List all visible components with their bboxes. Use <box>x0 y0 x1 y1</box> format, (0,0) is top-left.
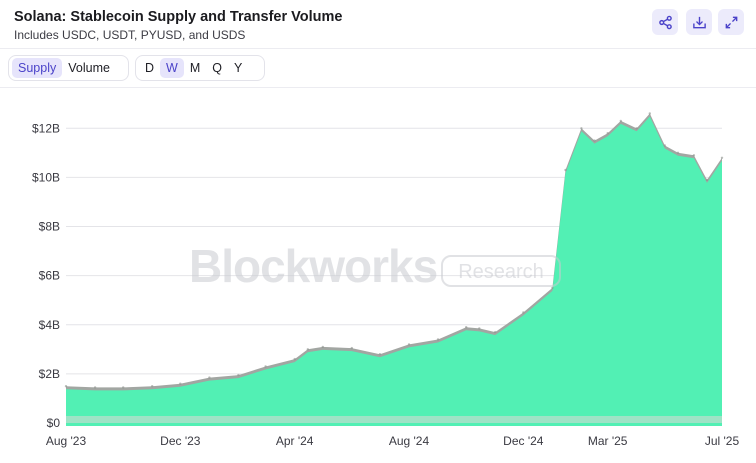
data-point <box>551 286 554 290</box>
data-point <box>593 139 596 142</box>
supply-tab[interactable]: Supply <box>12 58 63 78</box>
metric-toggle: Supply Volume <box>8 55 129 81</box>
y-tick-label: $8B <box>39 220 60 234</box>
download-button[interactable] <box>686 9 712 35</box>
data-point <box>122 386 125 389</box>
data-point <box>465 326 468 329</box>
data-point <box>676 151 680 154</box>
x-tick-label: Mar '25 <box>588 434 628 448</box>
data-point <box>407 343 411 346</box>
x-tick-label: Aug '24 <box>389 434 430 448</box>
data-point <box>179 382 182 385</box>
data-point <box>264 365 267 368</box>
period-tab-q[interactable]: Q <box>212 61 222 75</box>
chart-subtitle: Includes USDC, USDT, PYUSD, and USDS <box>14 28 246 42</box>
chart-title: Solana: Stablecoin Supply and Transfer V… <box>14 9 343 25</box>
data-point <box>64 385 68 388</box>
data-point <box>692 154 696 157</box>
y-tick-label: $12B <box>32 121 60 135</box>
download-icon <box>692 16 706 28</box>
chart-header: Solana: Stablecoin Supply and Transfer V… <box>0 0 756 49</box>
data-point <box>720 156 724 159</box>
chart-controls: Supply Volume D W M Q Y <box>0 49 756 88</box>
period-tab-d[interactable]: D <box>145 61 155 75</box>
period-tab-m[interactable]: M <box>189 61 201 75</box>
area-series <box>64 112 724 426</box>
y-tick-label: $6B <box>39 269 60 283</box>
data-point <box>494 330 497 334</box>
y-tick-label: $2B <box>39 367 60 381</box>
watermark-tag: Research <box>458 261 544 283</box>
x-tick-label: Aug '23 <box>46 434 87 448</box>
y-tick-label: $4B <box>39 318 60 332</box>
expand-button[interactable] <box>718 9 744 35</box>
share-button[interactable] <box>652 9 678 35</box>
data-point <box>436 338 440 341</box>
data-point <box>522 311 525 314</box>
data-point <box>705 178 709 182</box>
share-icon <box>658 15 672 29</box>
period-tab-y[interactable]: Y <box>234 61 243 75</box>
data-point <box>378 353 382 356</box>
expand-icon <box>725 16 737 28</box>
data-point <box>151 385 154 388</box>
stablecoin-supply-area-chart: Blockworks Research $0 $2B $4B $6B $8B $10B $1… <box>32 112 740 448</box>
data-point <box>580 127 583 130</box>
watermark-tag-frame <box>441 255 561 287</box>
data-point <box>635 127 638 130</box>
data-point <box>350 346 353 350</box>
period-toggle: D W M Q Y <box>135 55 265 81</box>
baseline-band <box>66 416 722 423</box>
y-axis-labels: $0 $2B $4B $6B $8B $10B $12B <box>32 121 60 430</box>
watermark: Blockworks Research <box>189 240 561 292</box>
data-point <box>648 112 651 115</box>
x-tick-label: Dec '23 <box>160 434 201 448</box>
data-point <box>306 348 309 351</box>
data-point <box>619 119 622 123</box>
data-point <box>321 345 324 349</box>
data-points <box>64 112 724 389</box>
data-point <box>237 373 240 377</box>
data-point <box>93 386 97 389</box>
watermark-brand: Blockworks <box>189 240 437 292</box>
data-point <box>606 132 609 135</box>
data-point <box>478 327 481 330</box>
data-point <box>293 357 296 361</box>
supply-area <box>66 116 722 426</box>
data-point <box>564 168 567 172</box>
period-tab-w[interactable]: W <box>160 58 184 78</box>
x-tick-label: Dec '24 <box>503 434 544 448</box>
x-tick-label: Apr '24 <box>276 434 314 448</box>
x-tick-label: Jul '25 <box>705 434 740 448</box>
data-point <box>663 144 666 147</box>
volume-tab[interactable]: Volume <box>68 61 110 75</box>
data-point <box>208 376 211 379</box>
y-tick-label: $0 <box>47 416 61 430</box>
x-axis-labels: Aug '23 Dec '23 Apr '24 Aug '24 Dec '24 Mar '… <box>46 434 740 448</box>
y-tick-label: $10B <box>32 170 60 184</box>
